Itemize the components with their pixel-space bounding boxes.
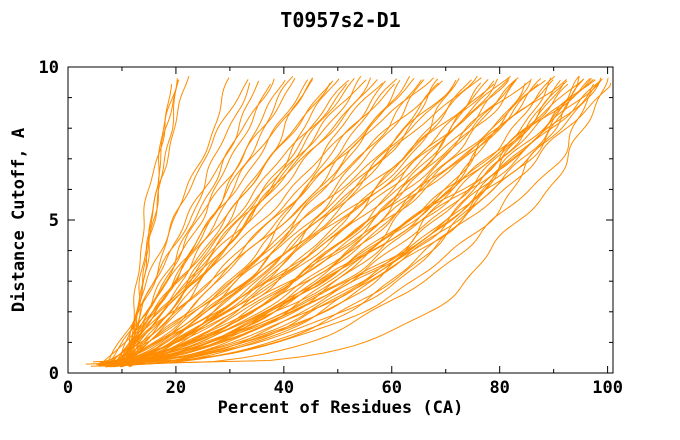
y-tick-label: 0 xyxy=(49,364,59,384)
model-curve xyxy=(117,80,401,364)
x-tick-label: 0 xyxy=(63,378,73,398)
model-curve xyxy=(103,77,591,366)
model-curve xyxy=(114,79,378,367)
model-curve xyxy=(121,75,294,367)
model-curve xyxy=(129,79,367,363)
model-curve xyxy=(101,82,482,363)
model-curve xyxy=(105,78,398,366)
model-curve xyxy=(128,77,592,366)
model-curve xyxy=(125,79,509,364)
model-curve xyxy=(114,79,309,363)
model-curve xyxy=(108,79,350,364)
model-curve xyxy=(120,75,511,367)
y-axis-label: Distance Cutoff, A xyxy=(9,127,29,313)
plot-border xyxy=(67,66,614,374)
model-curve xyxy=(129,83,457,368)
model-curve xyxy=(128,77,482,365)
model-curve xyxy=(103,82,384,363)
model-curve xyxy=(122,77,355,365)
model-curve xyxy=(119,80,568,365)
model-curve xyxy=(99,82,612,363)
y-tick-label: 5 xyxy=(49,211,59,231)
model-curve xyxy=(110,80,443,365)
model-curve xyxy=(98,77,519,365)
model-curve xyxy=(98,78,585,366)
x-tick-label: 60 xyxy=(382,378,402,398)
model-curve xyxy=(113,83,569,368)
model-curve xyxy=(117,80,531,365)
x-tick-label: 40 xyxy=(274,378,294,398)
model-curve xyxy=(102,78,603,366)
model-curve xyxy=(109,80,334,364)
model-curve xyxy=(99,79,561,364)
x-tick-label: 100 xyxy=(592,378,623,398)
x-tick-label: 20 xyxy=(166,378,186,398)
model-curve xyxy=(122,80,260,364)
model-curve xyxy=(103,79,584,364)
model-curve xyxy=(118,80,386,365)
model-curve xyxy=(98,75,556,367)
model-curve xyxy=(113,78,439,366)
model-curve xyxy=(119,80,286,364)
model-curve xyxy=(122,79,567,367)
model-curve xyxy=(101,79,472,363)
model-curve xyxy=(107,80,457,364)
model-curve xyxy=(108,77,609,365)
model-curve xyxy=(112,79,596,363)
model-curve xyxy=(114,79,594,367)
model-curve xyxy=(108,82,439,363)
model-curve xyxy=(109,83,539,368)
model-curve xyxy=(107,82,251,363)
chart-title: T0957s2-D1 xyxy=(280,8,401,32)
model-curve xyxy=(121,79,517,367)
x-axis-label: Percent of Residues (CA) xyxy=(217,398,464,418)
model-curve xyxy=(128,79,180,363)
x-tick-label: 80 xyxy=(489,378,509,398)
model-curve xyxy=(85,77,602,365)
model-curve xyxy=(121,83,395,368)
model-curve xyxy=(121,83,271,368)
y-tick-label: 10 xyxy=(39,58,59,78)
model-curve xyxy=(119,77,434,365)
